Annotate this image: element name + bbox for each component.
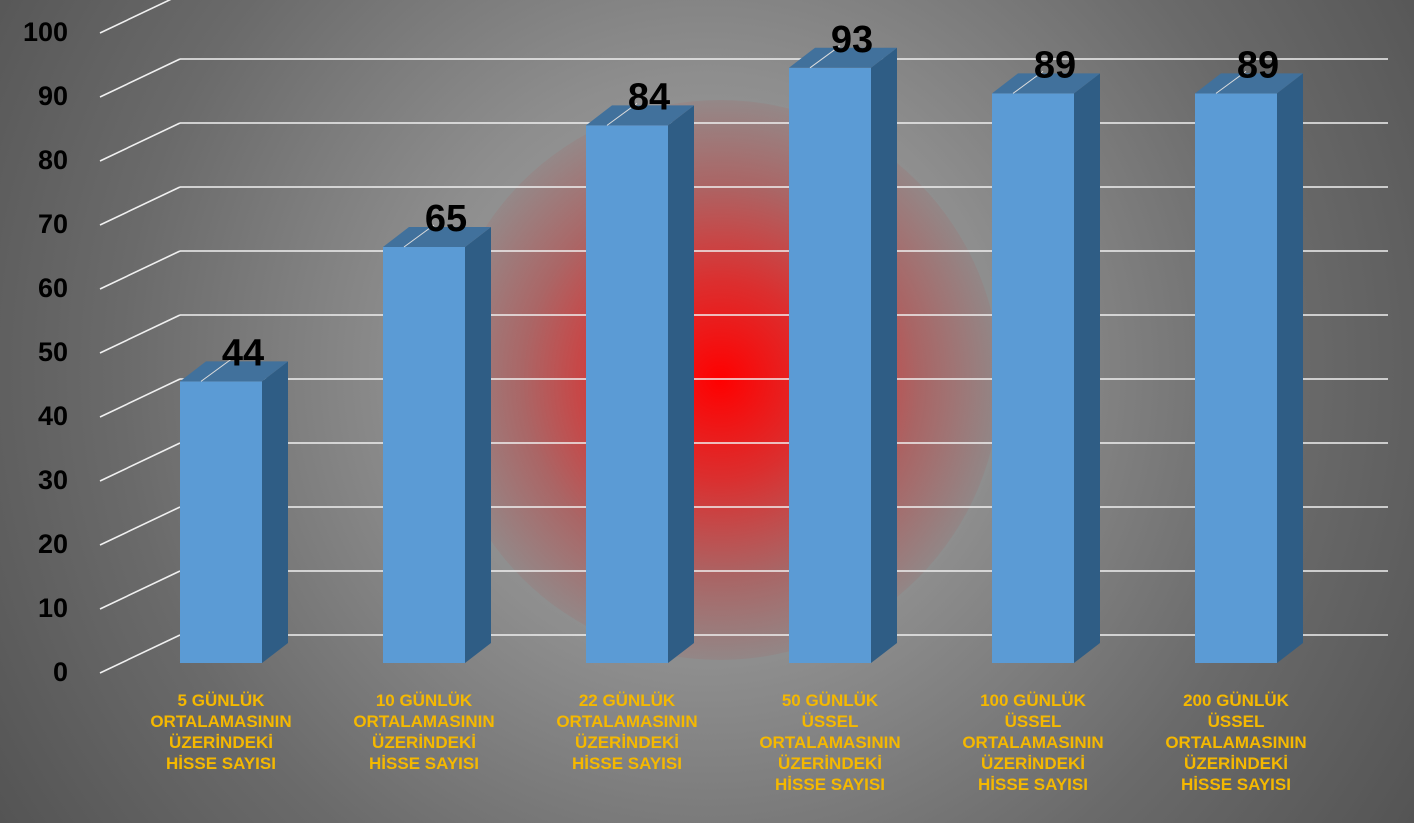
x-category-label: 10 GÜNLÜK ORTALAMASININ ÜZERİNDEKİ HİSSE SA…: [324, 690, 524, 774]
x-category-label-line: ÜZERİNDEKİ: [981, 754, 1085, 773]
gridline-diagonal: [99, 314, 181, 354]
y-tick-label: 20: [38, 529, 68, 559]
gridline-diagonal: [99, 378, 181, 418]
x-category-label-line: 5 GÜNLÜK: [177, 691, 265, 710]
x-category-label-line: ÜSSEL: [1207, 712, 1265, 731]
gridline-diagonal: [99, 122, 181, 162]
data-label: 89: [1034, 44, 1076, 86]
y-tick-label: 80: [38, 145, 68, 175]
x-category-label-line: HİSSE SAYISI: [978, 775, 1088, 794]
y-tick-label: 50: [38, 337, 68, 367]
x-category-label-line: 100 GÜNLÜK: [980, 691, 1086, 710]
x-category-label-line: ÜZERİNDEKİ: [575, 733, 679, 752]
bar: [789, 67, 871, 664]
x-category-label-line: 50 GÜNLÜK: [781, 691, 879, 710]
x-category-label: 50 GÜNLÜK ÜSSEL ORTALAMASININ ÜZERİNDEKİ HİS…: [730, 690, 930, 795]
bar-side: [465, 227, 491, 663]
x-category-label-line: ORTALAMASININ: [962, 733, 1104, 752]
y-tick-label: 90: [38, 81, 68, 111]
x-category-label-line: ÜSSEL: [1004, 712, 1062, 731]
bar: [180, 381, 262, 663]
bar: [992, 93, 1074, 663]
data-label: 84: [628, 76, 670, 118]
gridline-diagonal: [99, 570, 181, 610]
gridline-diagonal: [99, 250, 181, 290]
x-category-label-line: ORTALAMASININ: [150, 712, 292, 731]
x-category-label-line: ÜZERİNDEKİ: [1184, 754, 1288, 773]
x-category-label-line: ORTALAMASININ: [1165, 733, 1307, 752]
y-tick-label: 100: [23, 17, 68, 47]
x-category-label-line: HİSSE SAYISI: [775, 775, 885, 794]
gridline-diagonal: [99, 186, 181, 226]
x-category-label-line: ÜSSEL: [801, 712, 859, 731]
bar-side: [871, 47, 897, 664]
x-category-label-line: ORTALAMASININ: [556, 712, 698, 731]
x-category-label-line: ORTALAMASININ: [353, 712, 495, 731]
x-category-label-line: HİSSE SAYISI: [166, 754, 276, 773]
x-category-label-line: 22 GÜNLÜK: [578, 691, 676, 710]
data-label: 93: [831, 19, 873, 61]
x-category-label-line: ÜZERİNDEKİ: [169, 733, 273, 752]
gridline-diagonal: [99, 634, 181, 674]
gridline-diagonal: [99, 506, 181, 546]
bar-side: [1277, 73, 1303, 663]
y-tick-label: 10: [38, 593, 68, 623]
bar-side: [1074, 73, 1100, 663]
data-label: 65: [425, 198, 467, 240]
gridline-diagonal: [99, 58, 181, 98]
x-category-label-line: HİSSE SAYISI: [369, 754, 479, 773]
y-tick-label: 70: [38, 209, 68, 239]
x-category-label: 100 GÜNLÜK ÜSSEL ORTALAMASININ ÜZERİNDEKİ Hİ…: [933, 690, 1133, 795]
bar: [383, 247, 465, 663]
x-category-label-line: 10 GÜNLÜK: [375, 691, 473, 710]
data-label-leader: [809, 45, 841, 69]
y-tick-label: 40: [38, 401, 68, 431]
x-category-label-line: HİSSE SAYISI: [572, 754, 682, 773]
bar: [586, 125, 668, 663]
bar: [1195, 93, 1277, 663]
gridline-diagonal: [99, 442, 181, 482]
x-category-label-line: ÜZERİNDEKİ: [778, 754, 882, 773]
bar-side: [262, 361, 288, 663]
y-tick-label: 30: [38, 465, 68, 495]
x-category-label: 5 GÜNLÜK ORTALAMASININ ÜZERİNDEKİ HİSSE SAY…: [121, 690, 321, 774]
x-category-label-line: ÜZERİNDEKİ: [372, 733, 476, 752]
x-category-label: 22 GÜNLÜK ORTALAMASININ ÜZERİNDEKİ HİSSE SA…: [527, 690, 727, 774]
data-label-leader: [200, 358, 232, 382]
data-label-leader: [606, 102, 638, 126]
gridline-diagonal: [99, 0, 172, 34]
x-category-label: 200 GÜNLÜK ÜSSEL ORTALAMASININ ÜZERİNDEKİ Hİ…: [1136, 690, 1336, 795]
x-category-label-line: 200 GÜNLÜK: [1183, 691, 1289, 710]
data-label-leader: [1012, 70, 1044, 94]
data-label-leader: [1215, 70, 1247, 94]
x-category-label-line: HİSSE SAYISI: [1181, 775, 1291, 794]
bar-side: [668, 105, 694, 663]
y-tick-label: 60: [38, 273, 68, 303]
y-tick-label: 0: [53, 657, 68, 687]
data-label-leader: [403, 224, 435, 248]
data-label: 44: [222, 332, 264, 374]
red-glow-background: [440, 100, 1000, 660]
data-label: 89: [1237, 44, 1279, 86]
x-category-label-line: ORTALAMASININ: [759, 733, 901, 752]
